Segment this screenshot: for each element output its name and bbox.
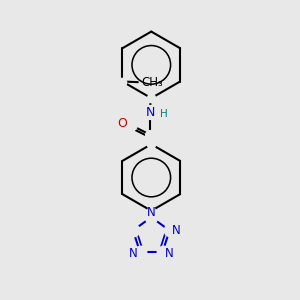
Text: N: N <box>145 106 155 119</box>
Text: N: N <box>165 248 173 260</box>
Text: N: N <box>147 206 156 219</box>
Text: H: H <box>160 109 167 119</box>
Text: O: O <box>117 117 127 130</box>
Text: N: N <box>172 224 180 237</box>
Text: CH₃: CH₃ <box>141 76 163 88</box>
Text: N: N <box>129 248 138 260</box>
